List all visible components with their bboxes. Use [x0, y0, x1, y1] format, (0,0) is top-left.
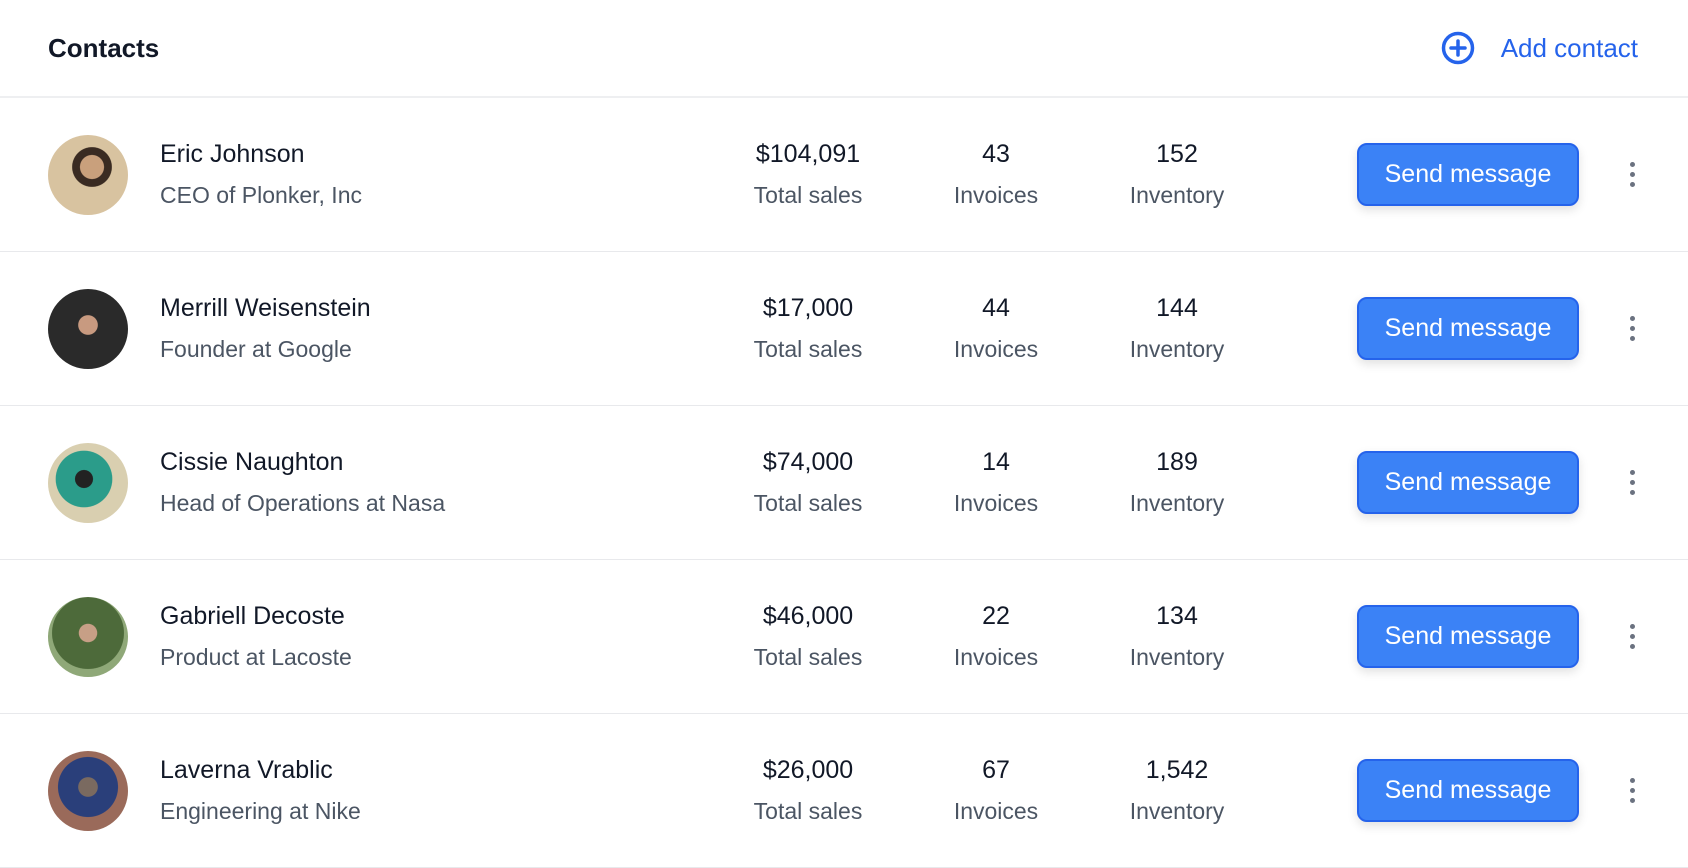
send-message-button[interactable]: Send message: [1357, 297, 1579, 360]
contact-role: Product at Lacoste: [160, 644, 352, 670]
total-sales-label: Total sales: [753, 182, 863, 208]
invoices: 14 Invoices: [906, 450, 1086, 515]
invoices-value: 14: [982, 448, 1010, 476]
invoices: 67 Invoices: [906, 758, 1086, 823]
total-sales-value: $46,000: [762, 602, 854, 630]
contact-info: Laverna Vrablic Engineering at Nike: [160, 758, 361, 823]
total-sales: $26,000 Total sales: [718, 758, 898, 823]
total-sales-value: $74,000: [762, 448, 854, 476]
more-options-icon[interactable]: [1620, 309, 1644, 349]
invoices-value: 67: [982, 756, 1010, 784]
send-message-button[interactable]: Send message: [1357, 143, 1579, 206]
inventory: 144 Inventory: [1087, 296, 1267, 361]
send-message-button[interactable]: Send message: [1357, 451, 1579, 514]
total-sales-label: Total sales: [753, 490, 863, 516]
inventory-label: Inventory: [1129, 798, 1225, 824]
contact-list: Eric Johnson CEO of Plonker, Inc $104,09…: [0, 98, 1688, 868]
total-sales-value: $104,091: [755, 140, 861, 168]
total-sales: $46,000 Total sales: [718, 604, 898, 669]
inventory: 152 Inventory: [1087, 142, 1267, 207]
avatar: [48, 596, 128, 677]
more-options-icon[interactable]: [1620, 463, 1644, 503]
inventory-value: 144: [1156, 294, 1198, 322]
inventory-value: 152: [1156, 140, 1198, 168]
avatar: [48, 134, 128, 215]
total-sales-label: Total sales: [753, 336, 863, 362]
contact-name: Gabriell Decoste: [160, 602, 345, 630]
more-options-icon[interactable]: [1620, 155, 1644, 195]
invoices-value: 43: [982, 140, 1010, 168]
contact-row: Cissie Naughton Head of Operations at Na…: [0, 406, 1688, 560]
total-sales-label: Total sales: [753, 644, 863, 670]
total-sales: $74,000 Total sales: [718, 450, 898, 515]
invoices: 43 Invoices: [906, 142, 1086, 207]
total-sales-value: $17,000: [762, 294, 854, 322]
contact-info: Gabriell Decoste Product at Lacoste: [160, 604, 352, 669]
invoices-label: Invoices: [953, 490, 1039, 516]
add-contact-label: Add contact: [1500, 32, 1638, 63]
contact-row: Gabriell Decoste Product at Lacoste $46,…: [0, 560, 1688, 714]
contact-role: Engineering at Nike: [160, 798, 361, 824]
inventory-label: Inventory: [1129, 182, 1225, 208]
inventory-label: Inventory: [1129, 490, 1225, 516]
contact-info: Eric Johnson CEO of Plonker, Inc: [160, 142, 362, 207]
inventory-label: Inventory: [1129, 644, 1225, 670]
invoices: 44 Invoices: [906, 296, 1086, 361]
invoices-label: Invoices: [953, 798, 1039, 824]
send-message-button[interactable]: Send message: [1357, 605, 1579, 668]
total-sales-value: $26,000: [762, 756, 854, 784]
invoices-value: 44: [982, 294, 1010, 322]
inventory: 189 Inventory: [1087, 450, 1267, 515]
invoices-label: Invoices: [953, 644, 1039, 670]
add-contact-button[interactable]: Add contact: [1441, 31, 1638, 65]
contact-role: Head of Operations at Nasa: [160, 490, 446, 516]
contact-row: Merrill Weisenstein Founder at Google $1…: [0, 252, 1688, 406]
plus-circle-icon: [1441, 31, 1474, 65]
invoices-label: Invoices: [953, 336, 1039, 362]
total-sales-label: Total sales: [753, 798, 863, 824]
more-options-icon[interactable]: [1620, 771, 1644, 811]
inventory: 1,542 Inventory: [1087, 758, 1267, 823]
inventory-value: 134: [1156, 602, 1198, 630]
avatar: [48, 442, 128, 523]
contact-info: Cissie Naughton Head of Operations at Na…: [160, 450, 445, 515]
send-message-button[interactable]: Send message: [1357, 759, 1579, 822]
page-title: Contacts: [48, 32, 160, 63]
total-sales: $17,000 Total sales: [718, 296, 898, 361]
inventory: 134 Inventory: [1087, 604, 1267, 669]
contact-name: Merrill Weisenstein: [160, 294, 371, 322]
contact-name: Eric Johnson: [160, 140, 305, 168]
contact-info: Merrill Weisenstein Founder at Google: [160, 296, 371, 361]
contact-name: Cissie Naughton: [160, 448, 344, 476]
inventory-value: 1,542: [1145, 756, 1209, 784]
invoices-label: Invoices: [953, 182, 1039, 208]
contact-row: Laverna Vrablic Engineering at Nike $26,…: [0, 714, 1688, 868]
contact-name: Laverna Vrablic: [160, 756, 333, 784]
inventory-value: 189: [1156, 448, 1198, 476]
invoices-value: 22: [982, 602, 1010, 630]
invoices: 22 Invoices: [906, 604, 1086, 669]
contacts-header: Contacts Add contact: [0, 0, 1688, 98]
total-sales: $104,091 Total sales: [718, 142, 898, 207]
inventory-label: Inventory: [1129, 336, 1225, 362]
contact-role: Founder at Google: [160, 336, 352, 362]
more-options-icon[interactable]: [1620, 617, 1644, 657]
contact-row: Eric Johnson CEO of Plonker, Inc $104,09…: [0, 98, 1688, 252]
avatar: [48, 288, 128, 369]
contact-role: CEO of Plonker, Inc: [160, 182, 362, 208]
avatar: [48, 750, 128, 831]
